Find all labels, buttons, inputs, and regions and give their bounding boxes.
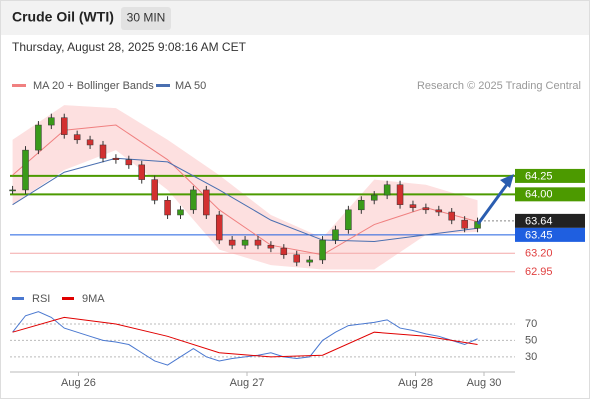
candle-body — [422, 207, 430, 211]
candle-body — [60, 117, 68, 135]
candle-body — [99, 144, 107, 159]
level-label: 64.00 — [525, 189, 553, 201]
candle-body — [267, 244, 275, 249]
candle-body — [22, 149, 29, 191]
level-label: 62.95 — [525, 266, 553, 278]
bollinger-band — [12, 105, 478, 270]
candle-body — [138, 164, 145, 180]
header-bar — [1, 1, 589, 35]
x-tick-label: Aug 30 — [467, 377, 502, 389]
candle-body — [9, 189, 16, 192]
title: Crude Oil (WTI) — [12, 9, 114, 25]
legend-entry: MA 20 + Bollinger Bands — [33, 80, 154, 92]
candle-body — [345, 209, 352, 230]
candle-body — [474, 221, 481, 229]
candle-body — [241, 239, 249, 246]
candle-body — [383, 184, 391, 196]
candle-body — [228, 239, 236, 246]
level-box — [515, 213, 585, 228]
candle-body — [409, 204, 417, 208]
interval-box — [121, 7, 171, 30]
date: Thursday, August 28, 2025 9:08:16 AM CET — [12, 40, 247, 54]
candle-body — [151, 179, 158, 201]
legend-swatch — [12, 297, 24, 300]
x-tick-label: Aug 28 — [398, 377, 433, 389]
candle-body — [177, 209, 184, 216]
ma-line — [12, 157, 478, 243]
candle-body — [112, 157, 120, 160]
candle-body — [306, 259, 313, 263]
candle-body — [48, 117, 55, 126]
legend-swatch — [156, 84, 170, 87]
candle-body — [164, 199, 171, 216]
candle-body — [86, 139, 94, 146]
candle-body — [254, 239, 262, 246]
legend-entry: RSI — [32, 293, 50, 305]
candle-body — [73, 134, 81, 141]
candle-body — [35, 124, 42, 151]
forecast-arrow-head — [500, 174, 514, 188]
rsi-line — [12, 316, 478, 358]
candle-body — [448, 211, 455, 221]
candle-body — [203, 189, 210, 216]
candle-body — [293, 254, 300, 263]
candle-body — [332, 229, 339, 241]
legend-entry: MA 50 — [175, 80, 206, 92]
legend-swatch — [12, 84, 26, 87]
candle-body — [319, 239, 326, 261]
candle-body — [370, 194, 378, 201]
x-tick-label: Aug 26 — [61, 377, 96, 389]
candle-body — [215, 214, 223, 241]
candle-body — [358, 199, 365, 211]
ma-line — [12, 124, 478, 256]
candle-body — [280, 247, 288, 256]
rsi-line — [12, 311, 478, 366]
y-tick-label: 50 — [525, 334, 537, 346]
y-tick-label: 30 — [525, 351, 537, 363]
candle-body — [125, 159, 133, 166]
forecast-arrow — [476, 182, 510, 225]
x-tick-label: Aug 27 — [230, 377, 265, 389]
credit: Research © 2025 Trading Central — [417, 80, 581, 92]
legend-swatch — [62, 297, 74, 300]
level-box — [515, 187, 585, 202]
level-box — [515, 168, 585, 183]
legend-entry: 9MA — [82, 293, 105, 305]
y-tick-label: 70 — [525, 318, 537, 330]
candle-body — [396, 184, 404, 205]
level-box — [515, 227, 585, 242]
level-label: 63.64 — [525, 215, 553, 227]
level-label: 64.25 — [525, 170, 553, 182]
candle-body — [461, 219, 468, 229]
candle-body — [190, 189, 197, 211]
candle-body — [435, 209, 443, 213]
level-label: 63.45 — [525, 229, 553, 241]
interval: 30 MIN — [127, 11, 166, 25]
level-label: 63.20 — [525, 248, 553, 260]
